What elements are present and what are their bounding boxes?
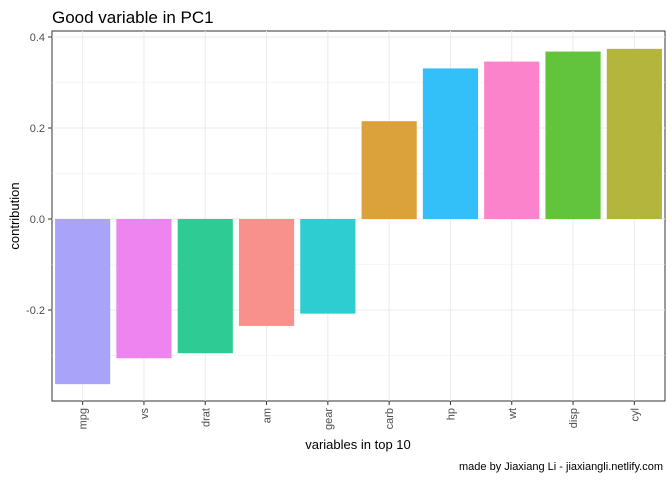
chart-title: Good variable in PC1 <box>52 8 214 27</box>
bar-vs <box>116 219 172 359</box>
x-tick-label-wt: wt <box>507 408 519 420</box>
bar-carb <box>361 121 417 219</box>
caption: made by Jiaxiang Li - jiaxiangli.netlify… <box>459 461 663 473</box>
y-tick-label: 0.2 <box>30 123 45 135</box>
x-tick-label-mpg: mpg <box>78 408 90 429</box>
x-tick-label-disp: disp <box>568 408 580 428</box>
bar-wt <box>484 61 540 219</box>
x-tick-label-cyl: cyl <box>629 408 641 421</box>
x-axis: mpg vs drat am gear carb hp wt disp cyl <box>78 401 641 430</box>
y-axis: -0.2 0.0 0.2 0.4 <box>26 32 52 317</box>
y-tick-label: -0.2 <box>26 305 45 317</box>
bar-am <box>238 219 295 326</box>
bar-hp <box>422 68 479 220</box>
y-axis-title: contribution <box>7 182 22 249</box>
x-tick-label-carb: carb <box>384 408 396 429</box>
bar-cyl <box>606 48 662 219</box>
x-tick-label-drat: drat <box>200 408 212 427</box>
x-tick-label-am: am <box>262 408 274 423</box>
x-tick-label-hp: hp <box>445 408 457 420</box>
y-tick-label: 0.4 <box>30 32 45 44</box>
x-tick-label-gear: gear <box>323 408 335 430</box>
bar-gear <box>300 219 356 314</box>
x-axis-title: variables in top 10 <box>305 437 411 452</box>
bar-mpg <box>55 219 111 385</box>
bar-disp <box>545 51 601 220</box>
x-tick-label-vs: vs <box>139 408 151 420</box>
y-tick-label: 0.0 <box>30 214 45 226</box>
bar-drat <box>177 219 233 354</box>
bars <box>55 48 662 385</box>
